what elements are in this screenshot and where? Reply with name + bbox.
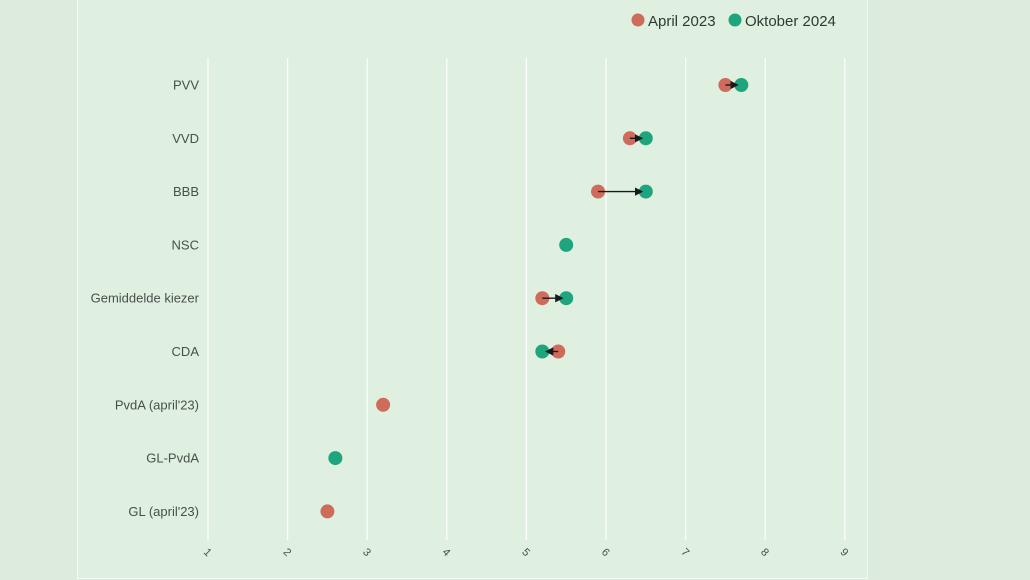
x-tick-label: 3 <box>360 546 373 559</box>
x-tick-label: 6 <box>599 546 612 559</box>
category-label: PvdA (april'23) <box>115 397 199 412</box>
category-label: VVD <box>172 131 199 146</box>
point-april-2023 <box>376 397 391 412</box>
chart-panel: April 2023 Oktober 2024 1 2 3 4 5 6 7 8 9 PVV VVD… <box>77 0 868 579</box>
category-label: Gemiddelde kiezer <box>91 291 200 306</box>
x-tick-label: 2 <box>280 546 293 559</box>
grid-lines <box>207 58 846 540</box>
point-april-2023 <box>320 504 335 519</box>
change-arrows <box>542 80 739 356</box>
category-label: CDA <box>172 344 200 359</box>
x-tick-label: 5 <box>519 546 532 559</box>
category-label: BBB <box>173 184 199 199</box>
category-label: GL (april'23) <box>128 504 199 519</box>
legend: April 2023 Oktober 2024 <box>631 13 836 30</box>
point-oktober-2024 <box>559 237 574 252</box>
category-label: NSC <box>172 237 199 252</box>
x-tick-label: 1 <box>201 546 214 559</box>
data-points <box>320 78 749 519</box>
category-label: PVV <box>173 78 199 93</box>
legend-label-april: April 2023 <box>648 13 716 30</box>
x-axis-ticks: 1 2 3 4 5 6 7 8 9 <box>201 546 851 559</box>
legend-marker-oktober <box>728 13 742 27</box>
dumbbell-chart: April 2023 Oktober 2024 1 2 3 4 5 6 7 8 9 PVV VVD… <box>91 13 851 559</box>
x-tick-label: 8 <box>758 546 771 559</box>
legend-label-oktober: Oktober 2024 <box>745 13 836 30</box>
category-label: GL-PvdA <box>146 451 199 466</box>
point-oktober-2024 <box>328 451 343 466</box>
x-tick-label: 9 <box>838 546 851 559</box>
category-labels: PVV VVD BBB NSC Gemiddelde kiezer CDA PvdA (ap… <box>91 78 200 519</box>
legend-marker-april <box>631 13 645 27</box>
x-tick-label: 7 <box>678 546 691 559</box>
x-tick-label: 4 <box>440 546 453 559</box>
